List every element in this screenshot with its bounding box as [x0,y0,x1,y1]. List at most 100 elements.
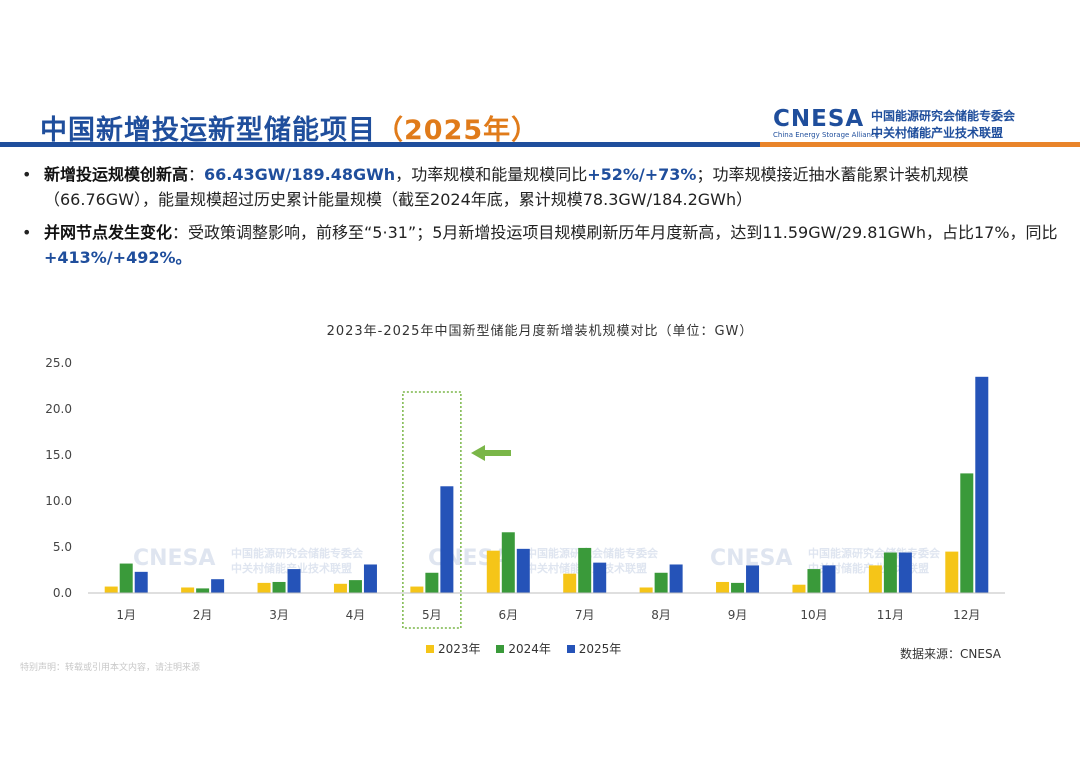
x-tick-label: 6月 [498,608,518,622]
arrow-shaft [483,450,511,456]
bullet-dot: • [22,165,32,184]
slide-header: 中国新增投运新型储能项目（2025年） CNESA China Energy S… [0,100,1080,152]
left-arrow-icon [471,445,511,461]
bar-2023年-2月 [181,587,195,593]
bullet-dot: • [22,223,32,242]
bar-2024年-9月 [731,582,745,593]
bar-2023年-10月 [792,584,806,593]
bar-2024年-6月 [501,532,515,593]
x-tick-label: 3月 [269,608,289,622]
watermark-line1: 中国能源研究会储能专委会 [231,546,364,560]
chart-title: 2023年-2025年中国新型储能月度新增装机规模对比（单位：GW） [326,324,754,339]
bar-2025年-4月 [363,564,377,593]
bar-2024年-8月 [654,572,668,593]
bar-2024年-1月 [119,563,133,593]
data-source: 数据来源：CNESA [900,647,1001,661]
legend-label: 2024年 [508,642,551,656]
legend-swatch-2024 [496,644,505,653]
bar-2024年-12月 [960,473,974,593]
bar-2023年-8月 [639,587,653,593]
header-divider-orange [760,142,1080,147]
y-tick-label: 5.0 [53,540,72,554]
y-tick-label: 25.0 [45,356,72,370]
bullet-text: ；功率规模接近抽水蓄能累计装机规模（66.76GW），能量规模超过历史累计能量规… [44,165,969,209]
legend-swatch-2025 [566,644,575,653]
bar-2025年-9月 [746,565,760,593]
watermark-line1: 中国能源研究会储能专委会 [526,546,659,560]
chart-legend: 2023年 2024年 2025年 [426,640,633,657]
bar-2025年-11月 [898,552,912,593]
y-axis: 0.0 5.0 10.0 15.0 20.0 25.0 [45,356,72,600]
logo-cn-line2: 中关村储能产业技术联盟 [871,126,1004,140]
bar-2025年-2月 [211,579,225,593]
y-tick-label: 20.0 [45,402,72,416]
bar-2023年-3月 [257,582,271,593]
legend-label: 2025年 [578,642,622,656]
legend-swatch-2023 [426,644,434,653]
bar-2023年-1月 [104,586,118,593]
header-divider-blue [0,142,1080,147]
x-axis: 1月 2月 3月 4月 5月 6月 7月 8月 9月 10月 11月 12月 [88,592,1005,622]
legend-item-2025: 2025年 [566,642,622,656]
x-tick-label: 10月 [800,608,827,622]
x-tick-label: 8月 [651,608,671,622]
bullet-key: 并网节点发生变化 [44,223,173,242]
bullet-highlight: 66.43GW/189.48GWh [204,165,396,184]
bar-2023年-5月 [410,586,424,593]
bar-2023年-11月 [868,565,882,593]
highlight-box-may [402,391,462,629]
bar-2024年-2月 [196,588,210,593]
bullet-highlight: +52%/+73% [587,165,697,184]
watermark-line2: 中关村储能产业技术联盟 [231,561,352,575]
x-tick-label: 1月 [116,608,136,622]
y-tick-label: 15.0 [45,448,72,462]
cnesa-logo: CNESA China Energy Storage Alliance 中国能源… [773,106,1073,142]
y-tick-label: 10.0 [45,494,72,508]
bar-2025年-6月 [516,548,530,593]
x-tick-label: 9月 [728,608,748,622]
arrow-head [471,445,485,461]
bullet-text: ： [188,165,205,184]
bar-2023年-4月 [333,583,347,593]
bar-2024年-11月 [883,552,897,593]
bar-2024年-3月 [272,581,286,593]
bullet-text: ：受政策调整影响，前移至“5·31”；5月新增投运项目规模刷新历年月度新高，达到… [172,223,1058,242]
disclaimer: 特别声明：转载或引用本文内容，请注明来源 [20,663,201,673]
bar-2025年-12月 [975,376,989,593]
watermark-line1: 中国能源研究会储能专委会 [808,546,941,560]
bar-2025年-5月 [440,486,454,593]
slide-title: 中国新增投运新型储能项目（2025年） [40,108,539,147]
logo-word: CNESA [773,106,865,132]
x-tick-label: 5月 [422,608,442,622]
bar-2023年-6月 [486,550,500,593]
bullet-list: • 新增投运规模创新高：66.43GW/189.48GWh，功率规模和能量规模同… [22,162,1062,278]
x-tick-label: 12月 [953,608,980,622]
logo-cn-line1: 中国能源研究会储能专委会 [871,109,1016,123]
x-tick-label: 2月 [193,608,213,622]
title-year: （2025年） [376,115,540,146]
legend-item-2024: 2024年 [496,642,551,656]
bar-2025年-10月 [822,565,836,593]
bullet-text: ，功率规模和能量规模同比 [395,165,588,184]
x-tick-label: 11月 [877,608,904,622]
bullet-item-grid-node: • 并网节点发生变化：受政策调整影响，前移至“5·31”；5月新增投运项目规模刷… [22,220,1062,270]
bar-2024年-10月 [807,569,821,593]
watermark-logo: CNESA [133,546,215,571]
title-main: 中国新增投运新型储能项目 [40,115,376,146]
watermark-line2: 中关村储能产业技术联盟 [808,561,929,575]
legend-label: 2023年 [438,642,481,656]
bar-2023年-9月 [716,581,730,593]
bar-2024年-4月 [348,580,362,593]
bar-2025年-3月 [287,569,301,593]
bullet-item-record: • 新增投运规模创新高：66.43GW/189.48GWh，功率规模和能量规模同… [22,162,1062,212]
bar-2025年-7月 [593,562,607,593]
bar-2025年-8月 [669,564,683,593]
bar-2023年-7月 [563,573,577,593]
bullet-highlight: +413%/+492%。 [44,248,192,267]
bar-2024年-7月 [578,547,592,593]
logo-subtitle: China Energy Storage Alliance [773,131,880,139]
legend-item-2023: 2023年 [426,642,481,656]
bar-2025年-1月 [134,571,148,593]
bar-2023年-12月 [945,551,959,593]
